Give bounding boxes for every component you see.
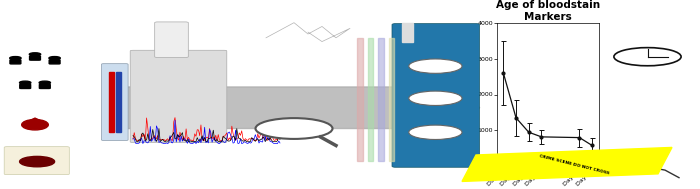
Circle shape — [409, 125, 462, 139]
FancyBboxPatch shape — [155, 22, 188, 57]
Circle shape — [409, 59, 462, 73]
FancyBboxPatch shape — [49, 60, 60, 64]
Circle shape — [29, 53, 41, 56]
Ellipse shape — [20, 156, 55, 167]
FancyBboxPatch shape — [39, 84, 50, 88]
Bar — [402, 23, 413, 42]
Circle shape — [614, 48, 681, 66]
Bar — [378, 38, 384, 161]
Circle shape — [10, 57, 21, 60]
FancyBboxPatch shape — [130, 50, 227, 143]
FancyArrow shape — [108, 81, 480, 135]
FancyBboxPatch shape — [4, 147, 69, 175]
Circle shape — [49, 57, 60, 60]
Ellipse shape — [22, 119, 48, 130]
Bar — [116, 72, 121, 132]
Polygon shape — [27, 118, 43, 122]
Bar — [357, 38, 363, 161]
FancyBboxPatch shape — [392, 24, 480, 167]
Circle shape — [409, 91, 462, 105]
Circle shape — [256, 118, 332, 139]
FancyBboxPatch shape — [102, 64, 128, 140]
FancyBboxPatch shape — [10, 60, 21, 64]
Title: Age of bloodstain
Markers: Age of bloodstain Markers — [496, 0, 600, 22]
Bar — [389, 38, 394, 161]
Text: CRIME SCENE DO NOT CROSS: CRIME SCENE DO NOT CROSS — [538, 154, 610, 175]
Y-axis label: Concentration (ng/mL): Concentration (ng/mL) — [468, 55, 475, 134]
FancyBboxPatch shape — [29, 56, 41, 60]
FancyBboxPatch shape — [20, 84, 31, 88]
Bar — [368, 38, 373, 161]
Circle shape — [20, 81, 31, 84]
Polygon shape — [462, 147, 672, 181]
Bar — [108, 72, 114, 132]
Circle shape — [39, 81, 50, 84]
